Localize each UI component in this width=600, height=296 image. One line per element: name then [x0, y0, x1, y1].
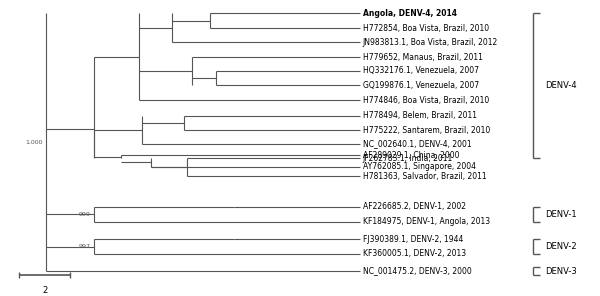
Text: H779652, Manaus, Brazil, 2011: H779652, Manaus, Brazil, 2011 [363, 53, 482, 62]
Text: JF262783.1, India, 2011: JF262783.1, India, 2011 [363, 154, 453, 163]
Text: HQ332176.1, Venezuela, 2007: HQ332176.1, Venezuela, 2007 [363, 66, 479, 75]
Text: KF360005.1, DENV-2, 2013: KF360005.1, DENV-2, 2013 [363, 250, 466, 258]
Text: AF289029.1, China, 2000: AF289029.1, China, 2000 [363, 151, 459, 160]
Text: DENV-1: DENV-1 [545, 210, 577, 219]
Text: 997: 997 [79, 244, 91, 249]
Text: AF226685.2, DENV-1, 2002: AF226685.2, DENV-1, 2002 [363, 202, 466, 211]
Text: FJ390389.1, DENV-2, 1944: FJ390389.1, DENV-2, 1944 [363, 235, 463, 244]
Text: KF184975, DENV-1, Angola, 2013: KF184975, DENV-1, Angola, 2013 [363, 217, 490, 226]
Text: H772854, Boa Vista, Brazil, 2010: H772854, Boa Vista, Brazil, 2010 [363, 24, 489, 33]
Text: NC_002640.1, DENV-4, 2001: NC_002640.1, DENV-4, 2001 [363, 140, 472, 149]
Text: 2: 2 [42, 286, 47, 295]
Text: DENV-3: DENV-3 [545, 267, 577, 276]
Text: NC_001475.2, DENV-3, 2000: NC_001475.2, DENV-3, 2000 [363, 267, 472, 276]
Text: DENV-4: DENV-4 [545, 81, 577, 90]
Text: H774846, Boa Vista, Brazil, 2010: H774846, Boa Vista, Brazil, 2010 [363, 96, 489, 105]
Text: H778494, Belem, Brazil, 2011: H778494, Belem, Brazil, 2011 [363, 112, 477, 120]
Text: H781363, Salvador, Brazil, 2011: H781363, Salvador, Brazil, 2011 [363, 172, 487, 181]
Text: JN983813.1, Boa Vista, Brazil, 2012: JN983813.1, Boa Vista, Brazil, 2012 [363, 38, 498, 47]
Text: GQ199876.1, Venezuela, 2007: GQ199876.1, Venezuela, 2007 [363, 81, 479, 90]
Text: AY762085.1, Singapore, 2004: AY762085.1, Singapore, 2004 [363, 162, 476, 171]
Text: DENV-2: DENV-2 [545, 242, 577, 251]
Text: 999: 999 [79, 212, 91, 217]
Text: H775222, Santarem, Brazil, 2010: H775222, Santarem, Brazil, 2010 [363, 126, 490, 134]
Text: Angola, DENV-4, 2014: Angola, DENV-4, 2014 [363, 9, 457, 18]
Text: 1,000: 1,000 [26, 140, 43, 145]
